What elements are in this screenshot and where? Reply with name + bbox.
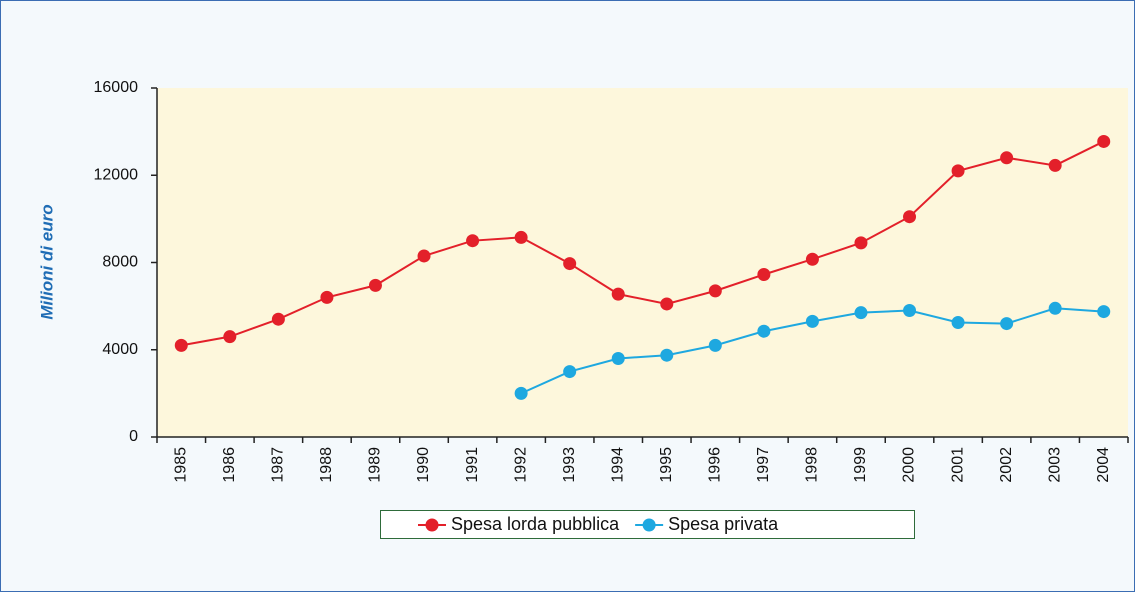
legend: Spesa lorda pubblica Spesa privata (380, 510, 915, 539)
y-tick-label: 12000 (94, 166, 139, 183)
x-tick-label: 1993 (561, 447, 578, 483)
y-tick-label: 8000 (102, 254, 138, 271)
data-point (1097, 305, 1111, 319)
y-tick-label: 0 (129, 428, 138, 445)
x-tick-label: 1987 (270, 447, 287, 483)
y-axis-title: Milioni di euro (37, 204, 56, 319)
data-point (1000, 317, 1014, 331)
data-point (708, 284, 722, 298)
x-tick-label: 1997 (755, 447, 772, 483)
data-point (611, 351, 625, 365)
data-point (805, 252, 819, 266)
plot-area (157, 88, 1128, 437)
data-point (320, 290, 334, 304)
data-point (660, 297, 674, 311)
x-tick-label: 1990 (415, 447, 432, 483)
data-point (708, 338, 722, 352)
legend-label: Spesa lorda pubblica (451, 514, 620, 534)
data-point (174, 338, 188, 352)
legend-label: Spesa privata (668, 514, 779, 534)
x-tick-label: 1988 (318, 447, 335, 483)
x-tick-label: 1998 (804, 447, 821, 483)
data-point (223, 330, 237, 344)
series-line (181, 140, 1105, 347)
data-point (805, 314, 819, 328)
x-tick-label: 2004 (1095, 447, 1112, 483)
data-point (854, 306, 868, 320)
x-tick-label: 1986 (221, 447, 238, 483)
data-point (903, 210, 917, 224)
data-point (903, 303, 917, 317)
data-point (1000, 151, 1014, 165)
data-point (1048, 158, 1062, 172)
data-point (563, 257, 577, 271)
data-point (757, 267, 771, 281)
y-tick-label: 16000 (94, 79, 139, 96)
x-tick-label: 1992 (512, 447, 529, 483)
x-tick-label: 1989 (367, 447, 384, 483)
data-point (1048, 301, 1062, 315)
data-point (514, 230, 528, 244)
data-point (271, 312, 285, 326)
data-point (368, 278, 382, 292)
data-point (466, 234, 480, 248)
x-tick-label: 2002 (998, 447, 1015, 483)
data-point (1097, 134, 1111, 148)
x-tick-label: 1995 (658, 447, 675, 483)
data-point (417, 249, 431, 263)
legend-marker (642, 518, 656, 532)
data-point (854, 236, 868, 250)
y-tick-label: 4000 (102, 341, 138, 358)
data-point (563, 365, 577, 379)
data-point (611, 287, 625, 301)
data-point (951, 315, 965, 329)
x-tick-label: 2003 (1046, 447, 1063, 483)
x-tick-label: 1994 (609, 447, 626, 483)
data-point (951, 164, 965, 178)
x-tick-label: 2001 (949, 447, 966, 483)
legend-marker (425, 518, 439, 532)
x-tick-label: 1991 (464, 447, 481, 483)
x-tick-label: 1985 (172, 447, 189, 483)
x-tick-label: 1996 (707, 447, 724, 483)
data-point (757, 324, 771, 338)
x-tick-label: 1999 (852, 447, 869, 483)
data-point (514, 386, 528, 400)
x-tick-label: 2000 (901, 447, 918, 483)
data-point (660, 348, 674, 362)
